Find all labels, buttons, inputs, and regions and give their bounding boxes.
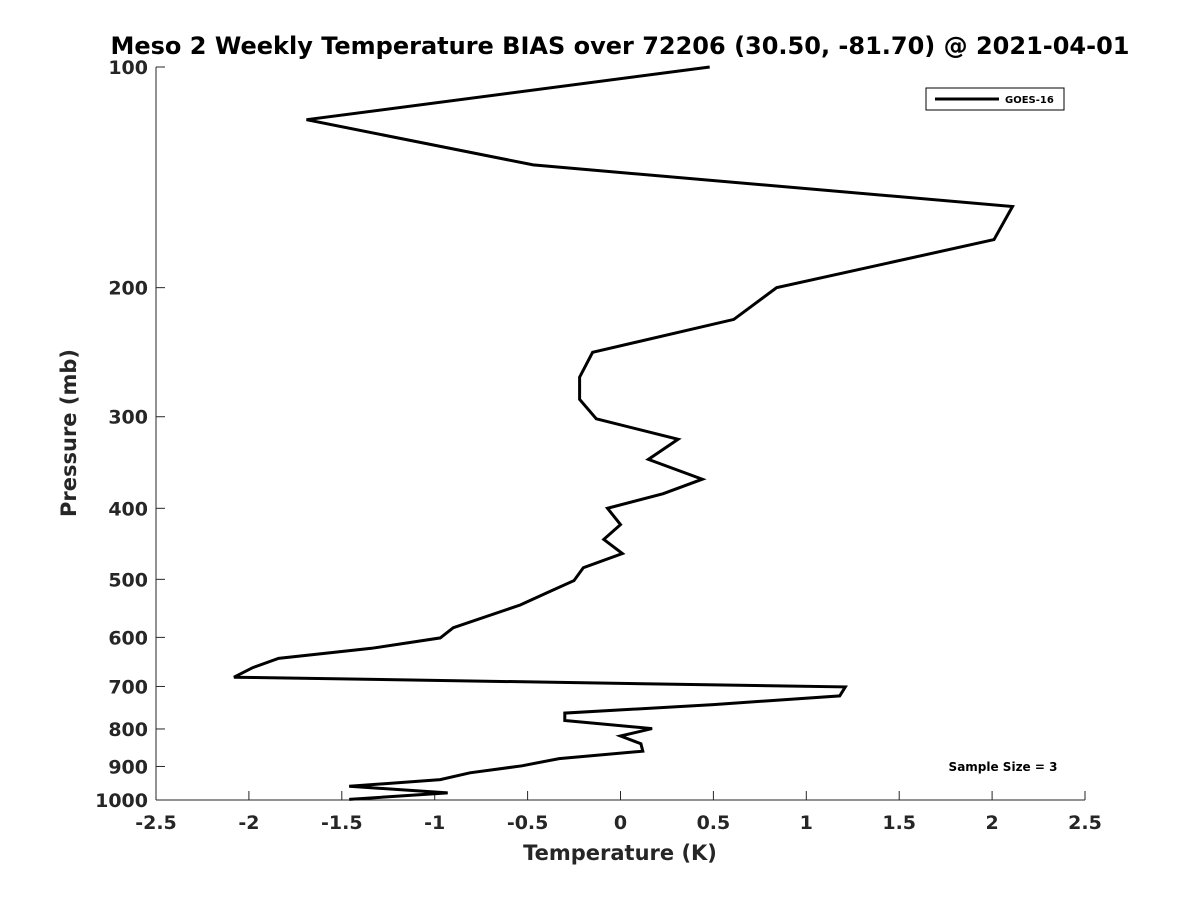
legend: GOES-16 bbox=[925, 87, 1065, 111]
series-layer bbox=[233, 65, 1015, 801]
series-line-goes-16 bbox=[233, 65, 1015, 801]
y-tick-label: 1000 bbox=[95, 790, 148, 812]
x-tick-label: 1.5 bbox=[882, 812, 916, 834]
x-axis-label: Temperature (K) bbox=[523, 841, 717, 865]
y-tick-label: 100 bbox=[108, 57, 148, 79]
y-tick-label: 700 bbox=[108, 676, 148, 698]
x-tick-label: -2.5 bbox=[135, 812, 177, 834]
legend-label-goes-16: GOES-16 bbox=[1005, 95, 1054, 106]
chart-title: Meso 2 Weekly Temperature BIAS over 7220… bbox=[110, 32, 1129, 60]
y-axis-ticks: 100 200 300 400 500 600 700 800 900 1000 bbox=[95, 57, 165, 812]
y-tick-label: 200 bbox=[108, 278, 148, 300]
x-tick-label: 2.5 bbox=[1068, 812, 1102, 834]
x-tick-label: -0.5 bbox=[507, 812, 549, 834]
x-axis-ticks: -2.5 -2 -1.5 -1 -0.5 0 0.5 1 1.5 2 2.5 bbox=[135, 791, 1102, 834]
y-tick-label: 400 bbox=[108, 498, 148, 520]
sample-size-annotation: Sample Size = 3 bbox=[949, 760, 1058, 774]
y-tick-label: 600 bbox=[108, 627, 148, 649]
y-tick-label: 500 bbox=[108, 569, 148, 591]
y-axis-label: Pressure (mb) bbox=[57, 349, 81, 517]
x-tick-label: 2 bbox=[985, 812, 998, 834]
x-tick-label: 0.5 bbox=[697, 812, 731, 834]
y-tick-label: 800 bbox=[108, 719, 148, 741]
x-tick-label: 0 bbox=[614, 812, 627, 834]
x-tick-label: -1 bbox=[424, 812, 445, 834]
x-tick-label: -1.5 bbox=[321, 812, 363, 834]
x-tick-label: 1 bbox=[800, 812, 813, 834]
y-tick-label: 300 bbox=[108, 407, 148, 429]
x-tick-label: -2 bbox=[238, 812, 259, 834]
y-tick-label: 900 bbox=[108, 756, 148, 778]
